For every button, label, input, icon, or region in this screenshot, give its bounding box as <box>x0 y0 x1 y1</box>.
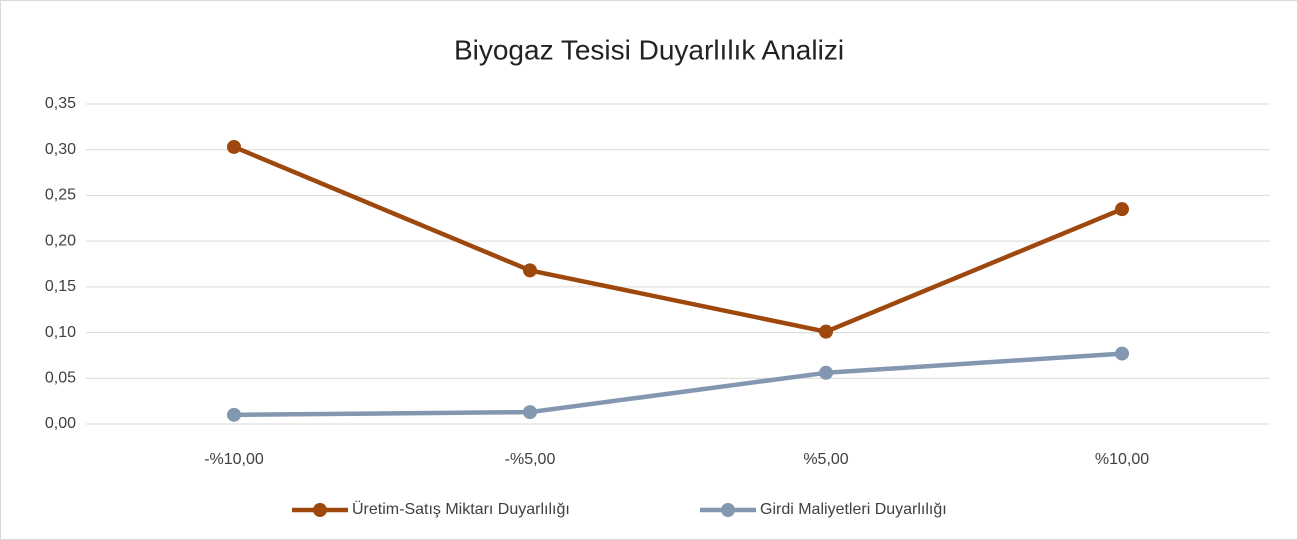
data-point <box>819 365 833 380</box>
x-tick-label: %5,00 <box>803 451 848 468</box>
data-point <box>227 139 241 154</box>
series-line <box>233 351 1123 418</box>
data-point <box>523 263 537 278</box>
x-tick-label: -%10,00 <box>204 451 264 468</box>
data-point <box>819 324 833 339</box>
y-tick-label: 0,10 <box>45 324 76 341</box>
data-point <box>523 405 537 420</box>
y-tick-label: 0,00 <box>45 415 76 432</box>
chart-title: Biyogaz Tesisi Duyarlılık Analizi <box>454 34 844 65</box>
y-tick-label: 0,30 <box>45 141 76 158</box>
legend-label: Girdi Maliyetleri Duyarlılığı <box>760 501 947 518</box>
y-tick-label: 0,15 <box>45 278 76 295</box>
legend-marker <box>313 503 327 517</box>
y-tick-label: 0,25 <box>45 187 76 204</box>
x-tick-label: -%5,00 <box>505 451 556 468</box>
data-point <box>227 407 241 422</box>
legend-label: Üretim-Satış Miktarı Duyarlılığı <box>352 500 570 518</box>
data-point <box>1115 202 1129 217</box>
y-tick-label: 0,05 <box>45 370 76 387</box>
y-tick-label: 0,35 <box>45 95 76 112</box>
series-line <box>233 144 1123 334</box>
x-tick-label: %10,00 <box>1095 451 1149 468</box>
data-point <box>1115 346 1129 361</box>
y-tick-label: 0,20 <box>45 232 76 249</box>
legend-marker <box>721 503 735 517</box>
